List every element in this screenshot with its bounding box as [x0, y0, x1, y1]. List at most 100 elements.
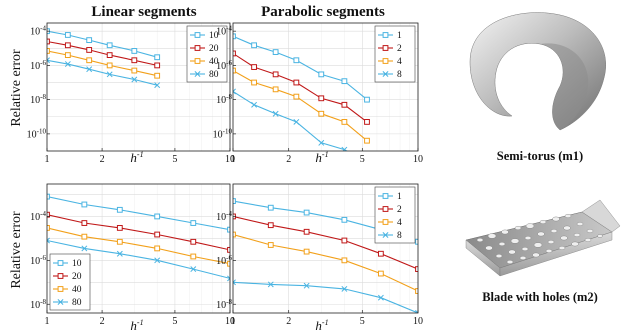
data-point-4	[318, 110, 325, 117]
data-point-40	[106, 62, 113, 69]
data-point-10	[154, 213, 161, 220]
legend-marker-40	[194, 58, 201, 64]
data-point-1	[364, 96, 370, 103]
x-tick-label: 10	[413, 316, 423, 327]
data-point-4	[303, 248, 310, 255]
y-tick-label: 10-4	[30, 210, 46, 223]
plot-frame	[46, 22, 231, 152]
data-point-8	[233, 279, 236, 286]
data-point-80	[154, 257, 161, 264]
data-point-2	[364, 119, 370, 125]
x-axis-label-p3: h-1	[315, 318, 328, 333]
series-line-40	[47, 50, 158, 77]
data-point-20	[154, 62, 161, 69]
data-point-20	[227, 246, 230, 253]
svg-text:h-1: h-1	[130, 150, 143, 165]
data-point-10	[227, 226, 230, 233]
data-point-8	[272, 110, 279, 117]
legend-entry-80: 80	[209, 70, 219, 80]
legend-entry-2: 2	[397, 205, 402, 215]
x-tick-label: 1	[231, 154, 236, 165]
data-point-2	[318, 95, 325, 102]
series-line-20	[47, 214, 230, 251]
y-tick-label: 10-4	[216, 25, 232, 38]
x-axis-label-p1: h-1	[315, 150, 328, 165]
column-title-parabolic: Parabolic segments	[261, 4, 385, 20]
data-point-20	[81, 220, 88, 226]
legend: 1 2 4 8	[374, 186, 416, 244]
data-point-40	[154, 245, 161, 252]
data-point-10	[47, 193, 50, 200]
y-tick-label: 10-6	[216, 59, 232, 72]
legend-entry-10: 10	[72, 259, 82, 269]
y-tick-label: 10-8	[216, 298, 232, 311]
x-tick-label: 10	[225, 154, 235, 165]
x-tick-label: 5	[360, 316, 365, 327]
panel-linear-m2: 1 2 5 10 10-4 10-6 10-8 10 20 40 80	[30, 183, 235, 327]
data-point-40	[86, 57, 93, 64]
plot-frame	[46, 183, 231, 314]
data-point-40	[154, 72, 161, 79]
data-point-2	[303, 228, 310, 235]
series-line-80	[47, 59, 158, 86]
x-tick-label: 1	[231, 316, 236, 327]
data-point-10	[86, 37, 93, 44]
data-point-1	[251, 42, 257, 49]
legend-marker-1	[382, 32, 389, 38]
x-tick-label: 10	[225, 316, 235, 327]
data-point-8	[341, 146, 348, 151]
data-point-80	[64, 61, 71, 68]
data-point-80	[106, 71, 113, 78]
legend-entry-1: 1	[397, 192, 402, 202]
data-point-20	[64, 42, 71, 49]
svg-text:h-1: h-1	[315, 318, 328, 333]
series-line-8	[233, 281, 418, 313]
legend-entry-10: 10	[209, 31, 219, 41]
data-point-1	[303, 209, 310, 216]
data-point-8	[251, 101, 258, 108]
caption-semi-torus: Semi-torus (m1)	[497, 149, 583, 163]
data-point-8	[267, 281, 274, 288]
data-point-1	[318, 71, 325, 78]
series-line-10	[47, 196, 230, 231]
data-point-4	[293, 93, 300, 100]
legend-marker-20	[57, 273, 64, 279]
data-point-80	[47, 237, 50, 244]
data-point-40	[227, 260, 230, 267]
data-point-4	[364, 137, 370, 144]
svg-text:h-1: h-1	[130, 318, 143, 333]
data-point-8	[415, 310, 418, 313]
data-point-80	[86, 66, 93, 73]
x-tick-label: 1	[45, 316, 50, 327]
data-point-8	[377, 294, 384, 301]
y-tick-label: 10-8	[216, 93, 232, 106]
legend-marker-10	[57, 260, 64, 266]
legend: 10 20 40 80	[49, 253, 91, 311]
data-point-80	[154, 82, 161, 89]
legend-marker-1	[382, 193, 389, 199]
legend-marker-8	[382, 232, 389, 238]
legend-entry-80: 80	[72, 298, 82, 308]
y-tick-label: 10-10	[213, 127, 233, 140]
data-point-20	[131, 57, 138, 64]
data-point-10	[106, 42, 113, 49]
legend-marker-80	[57, 299, 64, 305]
series-line-2	[233, 52, 368, 123]
y-axis-label-top: Relative error	[9, 49, 24, 127]
data-point-2	[415, 266, 418, 272]
caption-blade: Blade with holes (m2)	[482, 290, 598, 304]
legend-entry-40: 40	[72, 285, 82, 295]
data-point-10	[81, 201, 88, 208]
data-point-10	[131, 48, 138, 54]
data-point-4	[272, 86, 279, 93]
data-point-20	[47, 38, 50, 45]
y-tick-label: 10-6	[30, 254, 46, 267]
data-point-8	[318, 139, 325, 146]
data-point-2	[251, 64, 257, 70]
data-point-80	[81, 245, 88, 252]
panel-parabolic-m2: 1 2 5 10 10-4 10-6 10-8 1 2 4 8	[216, 183, 423, 327]
series-line-4	[233, 233, 418, 292]
x-tick-label: 5	[172, 316, 177, 327]
